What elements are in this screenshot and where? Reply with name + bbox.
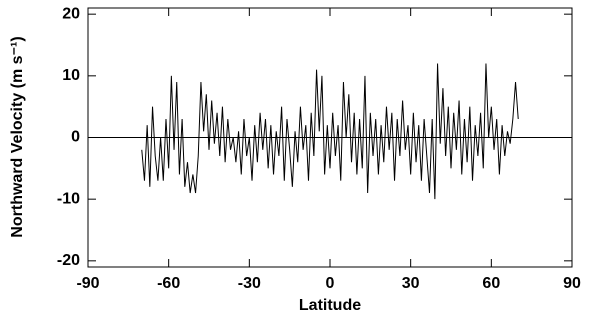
x-axis-label: Latitude: [299, 297, 361, 314]
y-axis-label: Northward Velocity (m s⁻¹): [9, 36, 26, 237]
x-tick-label: -30: [238, 275, 261, 292]
y-tick-label: 10: [62, 67, 80, 84]
x-tick-label: -90: [76, 275, 99, 292]
y-tick-label: 20: [62, 5, 80, 22]
y-tick-label: -10: [57, 190, 80, 207]
x-tick-label: 0: [326, 275, 335, 292]
data-line: [141, 63, 519, 200]
y-tick-label: -20: [57, 252, 80, 269]
x-tick-label: 60: [482, 275, 500, 292]
x-tick-label: 30: [402, 275, 420, 292]
x-tick-label: 90: [563, 275, 581, 292]
y-tick-label: 0: [71, 129, 80, 146]
x-tick-label: -60: [157, 275, 180, 292]
